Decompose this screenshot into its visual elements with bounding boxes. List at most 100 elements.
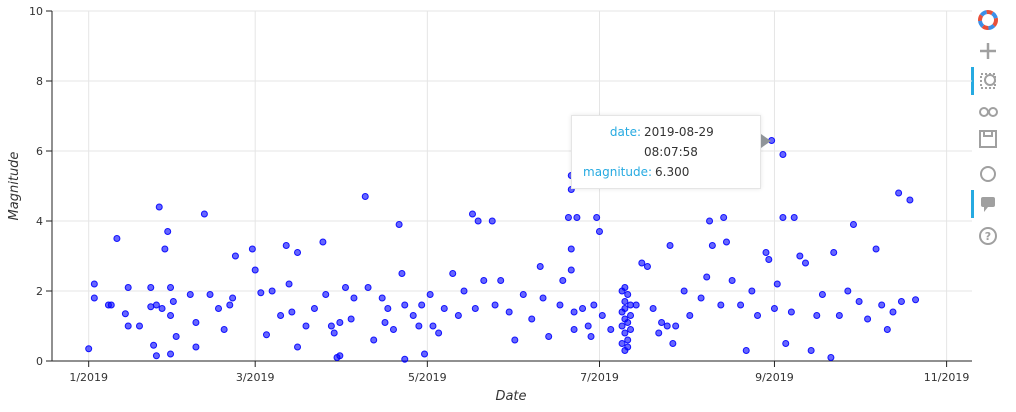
point [573, 214, 581, 221]
point [564, 214, 572, 221]
point [680, 287, 688, 295]
point [627, 301, 635, 309]
point [539, 294, 547, 302]
point [686, 312, 694, 319]
point [90, 294, 98, 302]
point [192, 319, 200, 326]
point [135, 322, 143, 330]
point [728, 277, 736, 284]
hover-tool[interactable] [981, 197, 995, 212]
y-tick-label: 0 [36, 355, 43, 368]
point [167, 350, 175, 358]
point [147, 284, 155, 291]
point [336, 352, 344, 360]
point [341, 284, 349, 291]
point [172, 333, 180, 340]
point [790, 214, 798, 221]
point [310, 305, 318, 312]
point [556, 301, 564, 309]
point [570, 308, 578, 316]
point [796, 252, 804, 260]
tooltip-value: 2019-08-29 08:07:58 [644, 125, 714, 159]
point [497, 277, 505, 284]
point [268, 287, 276, 295]
point [897, 298, 905, 305]
point [697, 294, 705, 302]
point [435, 329, 443, 337]
point [855, 298, 863, 305]
help-tool[interactable]: ? [979, 227, 997, 245]
point [624, 343, 632, 351]
point [762, 249, 770, 256]
point [607, 326, 615, 333]
point [618, 322, 626, 330]
point [350, 294, 358, 302]
save-tool[interactable] [979, 130, 997, 148]
point [471, 305, 479, 312]
point [773, 280, 781, 288]
point [378, 294, 386, 302]
reset-tool[interactable] [980, 166, 996, 182]
point [364, 284, 372, 291]
point [107, 301, 115, 309]
point [706, 217, 714, 225]
x-axis-title: Date [495, 389, 526, 404]
pan-tool[interactable] [980, 43, 996, 59]
y-tick-label: 6 [36, 145, 43, 158]
point [742, 347, 750, 354]
x-tick-label: 1/2019 [69, 371, 108, 384]
point [85, 345, 93, 353]
point [319, 238, 327, 246]
point [294, 343, 302, 351]
point [545, 333, 553, 340]
box-zoom-tool[interactable] [980, 73, 996, 89]
point [782, 340, 790, 347]
tooltip-key: magnitude: [583, 165, 652, 179]
x-tick-label: 7/2019 [580, 371, 619, 384]
wheel-zoom-tool[interactable] [979, 107, 998, 117]
point [649, 305, 657, 312]
point [595, 228, 603, 235]
point [124, 322, 132, 330]
point [624, 291, 632, 298]
point [579, 305, 587, 312]
point [779, 214, 787, 221]
point [748, 287, 756, 295]
point [658, 319, 666, 326]
point [167, 284, 175, 291]
point [302, 322, 310, 330]
point [401, 355, 409, 363]
point [215, 305, 223, 312]
point [632, 301, 640, 309]
point [787, 308, 795, 316]
point [889, 308, 897, 316]
point [426, 291, 434, 298]
x-tick-label: 9/2019 [755, 371, 794, 384]
bokeh-logo[interactable] [978, 10, 998, 30]
tooltip-value: 6.300 [655, 165, 690, 179]
point [844, 287, 852, 295]
point [251, 266, 259, 274]
point [381, 319, 389, 326]
point [655, 329, 663, 337]
point [754, 312, 762, 319]
point [231, 252, 239, 260]
point [152, 301, 160, 309]
point [206, 291, 214, 298]
point [409, 312, 417, 319]
point [584, 322, 592, 330]
point [167, 312, 175, 319]
point [330, 329, 338, 337]
svg-text:?: ? [985, 230, 991, 243]
point [395, 221, 403, 228]
point [737, 301, 745, 309]
point [440, 305, 448, 312]
point [666, 242, 674, 249]
point [418, 301, 426, 309]
point [186, 291, 194, 298]
point [220, 326, 228, 333]
point [519, 291, 527, 298]
point [150, 341, 158, 349]
point [322, 291, 330, 298]
